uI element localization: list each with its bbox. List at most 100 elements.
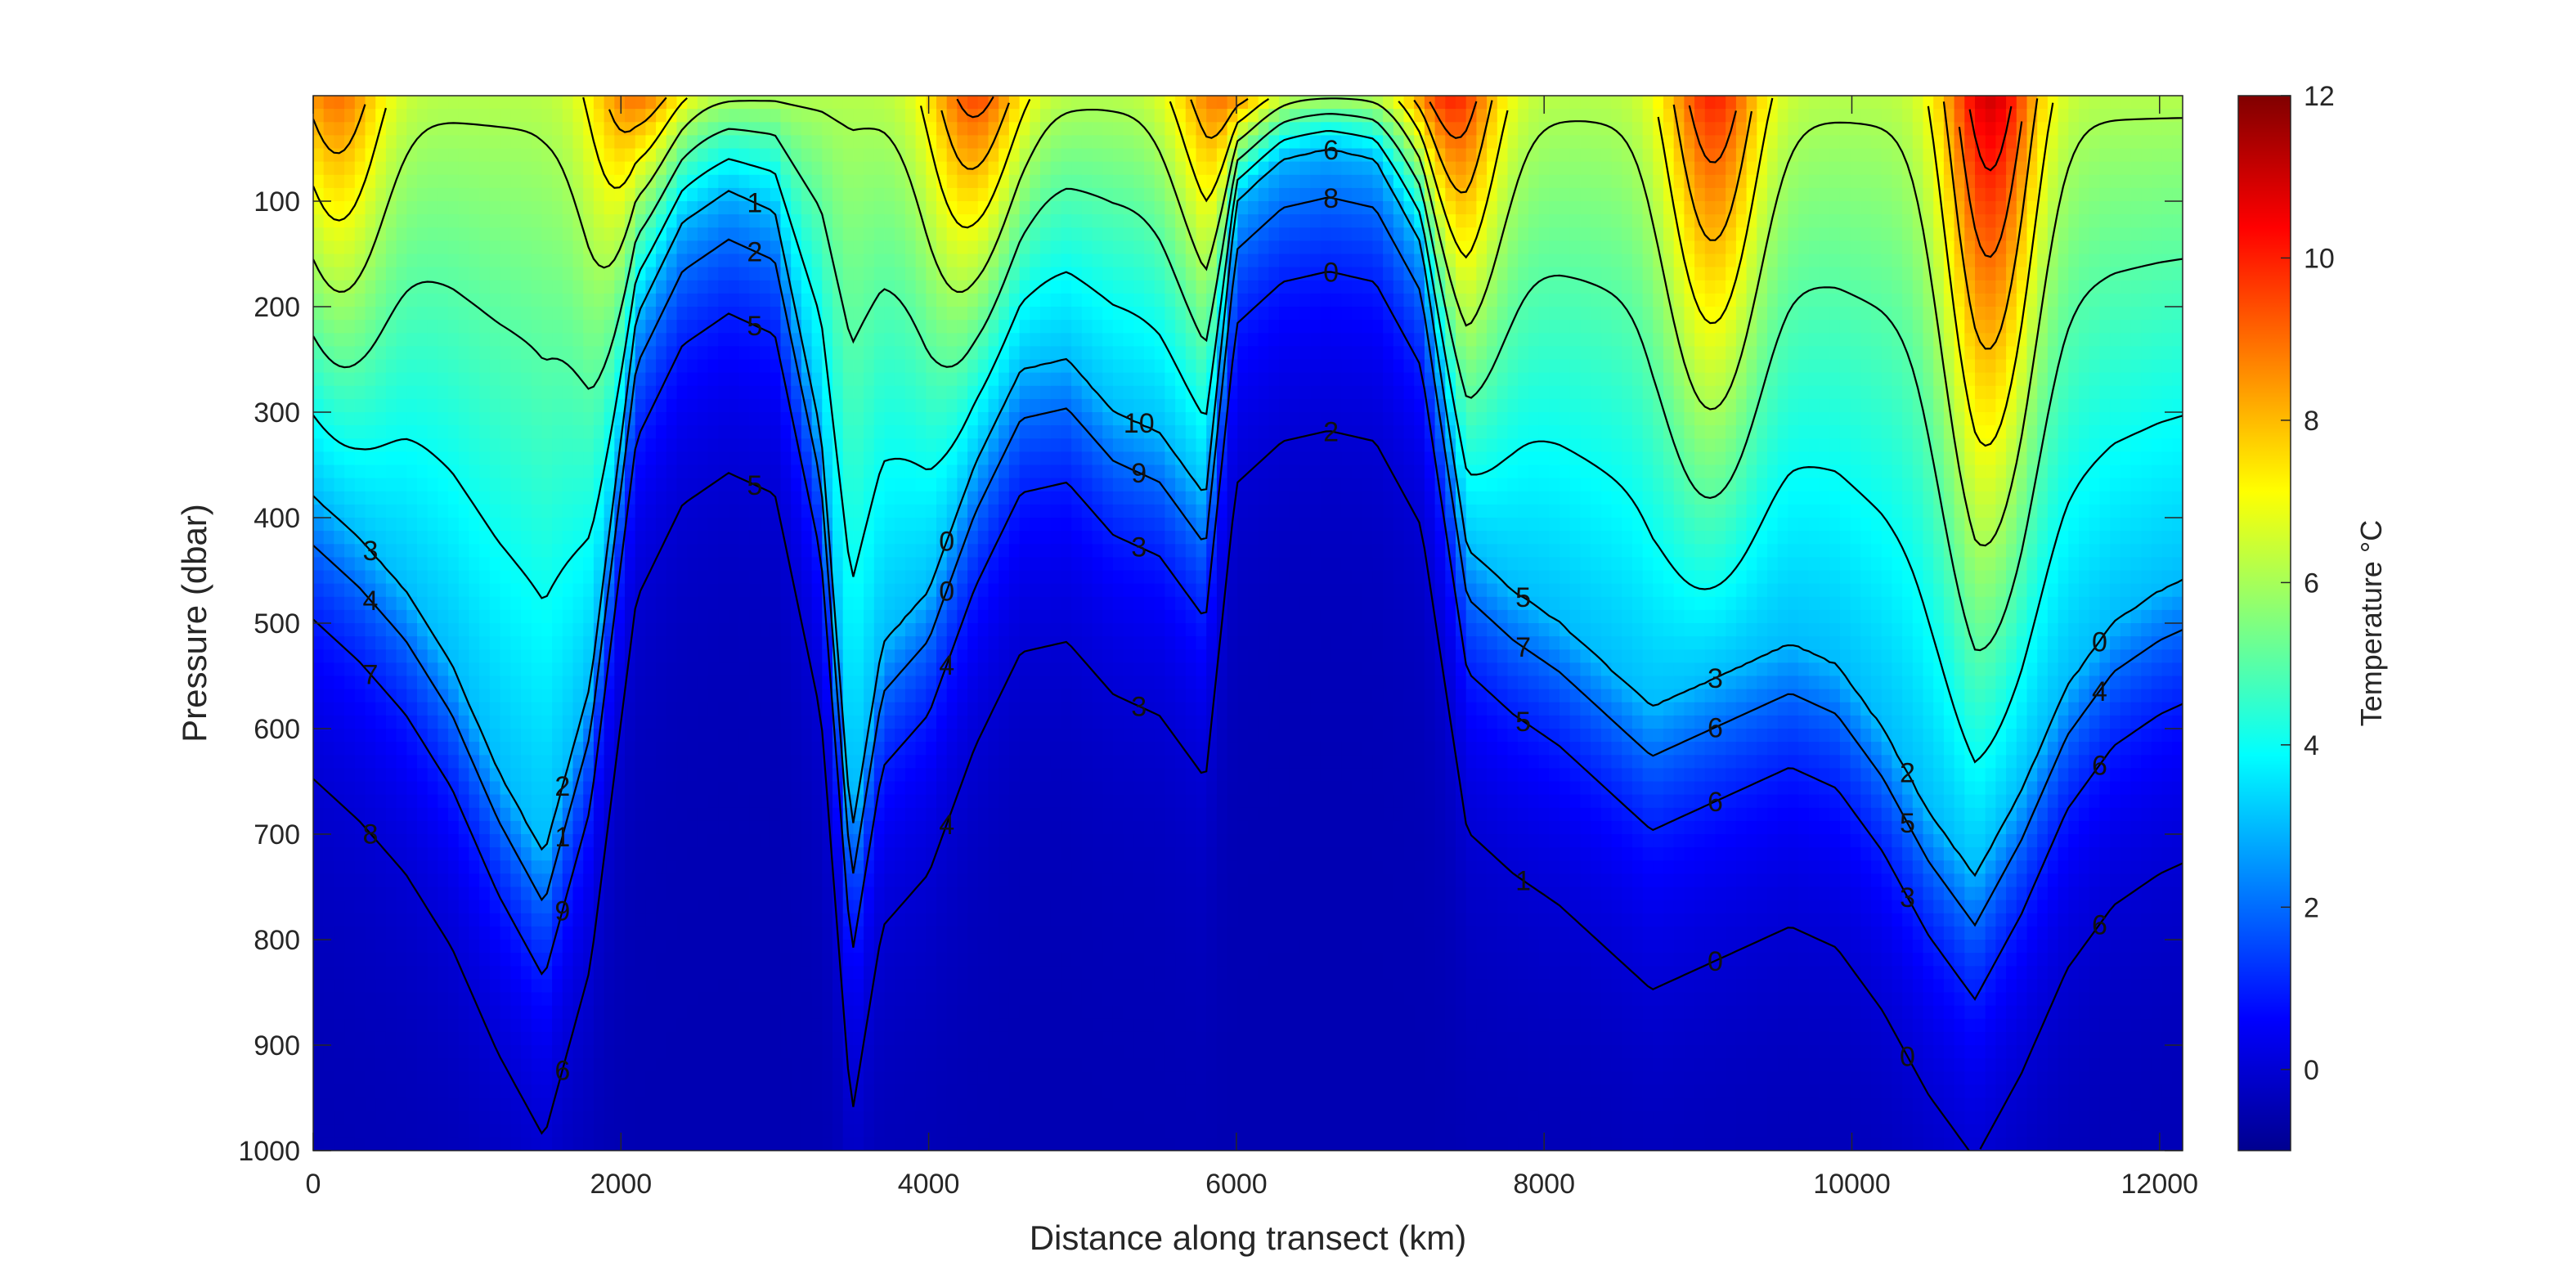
- heatmap-cell: [313, 847, 325, 861]
- heatmap-cell: [801, 201, 813, 215]
- heatmap-cell: [729, 333, 740, 348]
- heatmap-cell: [738, 675, 751, 690]
- heatmap-cell: [625, 570, 636, 585]
- heatmap-cell: [697, 729, 709, 743]
- heatmap-cell: [853, 636, 864, 650]
- heatmap-cell: [729, 398, 740, 413]
- heatmap-cell: [853, 1124, 864, 1138]
- heatmap-cell: [500, 1071, 512, 1086]
- heatmap-cell: [313, 1097, 325, 1112]
- heatmap-cell: [729, 820, 740, 835]
- heatmap-cell: [635, 847, 647, 861]
- heatmap-cell: [697, 531, 709, 545]
- heatmap-cell: [562, 1071, 574, 1086]
- heatmap-cell: [313, 953, 325, 967]
- heatmap-cell: [760, 662, 771, 677]
- heatmap-cell: [323, 873, 335, 888]
- heatmap-cell: [635, 966, 647, 981]
- heatmap-cell: [344, 1058, 356, 1072]
- heatmap-cell: [853, 254, 864, 268]
- heatmap-cell: [895, 913, 906, 927]
- heatmap-cell: [842, 755, 855, 770]
- heatmap-cell: [531, 267, 543, 281]
- heatmap-cell: [334, 570, 345, 585]
- heatmap-cell: [531, 623, 543, 637]
- heatmap-cell: [936, 715, 948, 729]
- heatmap-cell: [697, 307, 709, 321]
- heatmap-cell: [385, 1058, 397, 1072]
- heatmap-cell: [832, 333, 844, 348]
- heatmap-cell: [531, 702, 543, 716]
- heatmap-cell: [344, 926, 356, 940]
- heatmap-cell: [489, 478, 501, 492]
- heatmap-cell: [884, 425, 895, 439]
- heatmap-cell: [500, 913, 512, 927]
- heatmap-cell: [365, 451, 376, 466]
- heatmap-cell: [521, 649, 532, 664]
- heatmap-cell: [645, 926, 657, 940]
- heatmap-cell: [915, 860, 927, 875]
- heatmap-cell: [801, 979, 813, 994]
- heatmap-cell: [583, 504, 595, 518]
- heatmap-cell: [521, 926, 532, 940]
- heatmap-cell: [853, 689, 864, 703]
- heatmap-cell: [946, 346, 958, 361]
- heatmap-cell: [884, 1071, 895, 1086]
- heatmap-cell: [625, 794, 636, 809]
- heatmap-cell: [521, 109, 532, 123]
- heatmap-cell: [614, 96, 626, 110]
- heatmap-cell: [427, 293, 439, 307]
- heatmap-cell: [760, 966, 771, 981]
- heatmap-cell: [625, 557, 636, 572]
- heatmap-cell: [375, 161, 387, 176]
- heatmap-cell: [656, 742, 667, 756]
- heatmap-cell: [572, 109, 584, 123]
- heatmap-cell: [323, 926, 335, 940]
- heatmap-cell: [562, 451, 574, 466]
- heatmap-cell: [760, 583, 771, 598]
- heatmap-cell: [738, 966, 751, 981]
- heatmap-cell: [832, 240, 844, 255]
- heatmap-cell: [801, 755, 813, 770]
- heatmap-cell: [510, 702, 522, 716]
- heatmap-cell: [521, 729, 532, 743]
- heatmap-cell: [884, 214, 895, 228]
- heatmap-cell: [365, 307, 376, 321]
- heatmap-cell: [801, 583, 813, 598]
- heatmap-cell: [375, 1018, 387, 1033]
- heatmap-cell: [946, 398, 958, 413]
- heatmap-cell: [417, 781, 429, 796]
- heatmap-cell: [656, 689, 667, 703]
- heatmap-cell: [385, 900, 397, 914]
- heatmap-cell: [811, 135, 824, 150]
- heatmap-cell: [738, 847, 751, 861]
- heatmap-cell: [531, 1071, 543, 1086]
- heatmap-cell: [417, 109, 429, 123]
- heatmap-cell: [479, 583, 491, 598]
- heatmap-cell: [479, 412, 491, 426]
- heatmap-cell: [915, 1097, 927, 1112]
- heatmap-cell: [406, 781, 418, 796]
- heatmap-cell: [822, 913, 833, 927]
- heatmap-cell: [666, 451, 678, 466]
- heatmap-cell: [864, 623, 875, 637]
- heatmap-cell: [811, 148, 824, 163]
- heatmap-cell: [458, 873, 470, 888]
- heatmap-cell: [354, 1018, 366, 1033]
- heatmap-cell: [738, 1111, 751, 1125]
- heatmap-cell: [458, 1018, 470, 1033]
- heatmap-cell: [531, 1084, 543, 1099]
- heatmap-cell: [417, 412, 429, 426]
- heatmap-cell: [811, 662, 824, 677]
- heatmap-cell: [344, 307, 356, 321]
- heatmap-cell: [635, 715, 647, 729]
- heatmap-cell: [957, 293, 968, 307]
- heatmap-cell: [853, 346, 864, 361]
- heatmap-cell: [822, 1005, 833, 1020]
- heatmap-cell: [926, 1045, 937, 1059]
- heatmap-cell: [458, 491, 470, 505]
- heatmap-cell: [572, 1137, 584, 1151]
- heatmap-cell: [521, 623, 532, 637]
- heatmap-cell: [687, 1031, 698, 1046]
- heatmap-cell: [645, 953, 657, 967]
